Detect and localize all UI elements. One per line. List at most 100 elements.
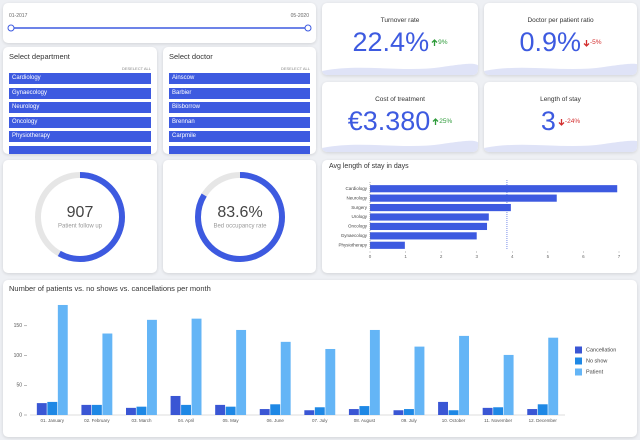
kpi-arrow bbox=[432, 117, 439, 125]
kpi-change: 9% bbox=[438, 39, 448, 46]
bar bbox=[136, 406, 147, 415]
x-tick-label: 06. June bbox=[267, 418, 285, 423]
slider-handle[interactable] bbox=[7, 24, 15, 32]
filter-item[interactable]: Neurology bbox=[9, 102, 151, 113]
bar bbox=[47, 401, 58, 415]
kpi-change: -24% bbox=[564, 118, 581, 125]
x-tick-label: 2 bbox=[440, 254, 443, 259]
deselect-all[interactable]: DESELECT ALL bbox=[121, 66, 151, 71]
bar bbox=[170, 395, 181, 415]
department-card: Select department DESELECT ALL Cardiology G… bbox=[3, 47, 157, 154]
filter-item[interactable]: Physiotherapy bbox=[9, 131, 151, 142]
filter-item[interactable]: Ainscow bbox=[169, 73, 310, 84]
bar bbox=[370, 194, 557, 202]
x-tick-label: 7 bbox=[618, 254, 621, 259]
x-tick-label: 3 bbox=[475, 254, 478, 259]
arrow bbox=[583, 39, 590, 47]
x-tick-label: 09. July bbox=[401, 418, 417, 423]
y-tick-label: Surgery bbox=[351, 205, 368, 210]
arrow bbox=[431, 38, 438, 46]
filter-item[interactable]: Barbier bbox=[169, 87, 310, 99]
bar bbox=[270, 404, 281, 415]
y-tick-label: Gynaecology bbox=[341, 233, 368, 238]
bar bbox=[370, 232, 477, 240]
legend-label[interactable]: No show bbox=[586, 358, 607, 364]
bar bbox=[325, 348, 336, 415]
filter-item[interactable]: Brennan bbox=[169, 116, 310, 128]
bar bbox=[493, 407, 504, 415]
bar bbox=[236, 329, 247, 415]
gauge-value: 83.6% bbox=[217, 204, 262, 221]
kpi-change: -5% bbox=[589, 39, 602, 46]
kpi-value: 3 bbox=[540, 106, 556, 136]
doctor-card: Select doctor DESELECT ALL Ainscow Barbier B… bbox=[163, 47, 316, 154]
bar bbox=[57, 304, 68, 415]
filter-item[interactable]: Cardiology bbox=[9, 73, 151, 84]
bar bbox=[147, 319, 157, 415]
y-tick-label: 150 bbox=[14, 323, 23, 329]
x-tick-label: 01. January bbox=[41, 418, 65, 423]
y-tick-label: Neurology bbox=[346, 195, 367, 200]
slider-handle[interactable] bbox=[304, 24, 312, 32]
bar bbox=[370, 185, 618, 193]
slider[interactable] bbox=[3, 3, 316, 43]
y-tick-label: 100 bbox=[14, 353, 23, 359]
bar bbox=[393, 410, 404, 415]
bar bbox=[215, 404, 226, 415]
filter-title: Select department bbox=[9, 52, 70, 61]
filter-item[interactable]: Carpmile bbox=[169, 131, 310, 142]
x-tick-label: 04. April bbox=[178, 418, 194, 423]
x-tick-label: 07. July bbox=[312, 418, 328, 423]
kpi-wave bbox=[484, 63, 637, 75]
x-tick-label: 05. May bbox=[223, 418, 240, 423]
kpi-card: Doctor per patient ratio 0.9% -5% bbox=[484, 3, 637, 75]
kpi-value: 0.9% bbox=[519, 27, 581, 57]
x-tick-label: 4 bbox=[511, 254, 514, 259]
kpi-row: 3 -24% bbox=[484, 106, 637, 137]
bar bbox=[369, 329, 380, 415]
bar bbox=[503, 354, 514, 415]
filter-item[interactable]: Oncology bbox=[9, 116, 151, 128]
chart: Number of patients vs. no shows vs. canc… bbox=[9, 284, 616, 423]
date-slider-card: 01-2017 05-2020 bbox=[3, 3, 316, 43]
kpi-title: Cost of treatment bbox=[375, 96, 425, 103]
kpi-arrow bbox=[558, 118, 565, 126]
bar bbox=[348, 409, 359, 415]
chart-card: Number of patients vs. no shows vs. canc… bbox=[3, 280, 637, 437]
filter-item[interactable]: Gynaecology bbox=[9, 87, 151, 99]
kpi-card: Cost of treatment €3.380 25% bbox=[322, 82, 478, 152]
legend-label[interactable]: Patient bbox=[586, 369, 604, 375]
bar bbox=[482, 407, 493, 415]
kpi-wave bbox=[484, 140, 637, 152]
y-tick-label: Oncology bbox=[348, 224, 368, 229]
kpi-row: 0.9% -5% bbox=[484, 27, 637, 58]
deselect-all[interactable]: DESELECT ALL bbox=[280, 66, 310, 71]
x-tick-label: 02. February bbox=[84, 418, 110, 423]
bar bbox=[91, 404, 102, 415]
kpi-card: Turnover rate 22.4% 9% bbox=[322, 3, 478, 75]
legend-swatch bbox=[575, 368, 582, 376]
bar bbox=[225, 406, 236, 415]
legend-label[interactable]: Cancellation bbox=[586, 347, 616, 353]
bar bbox=[126, 407, 136, 415]
gauge-arc bbox=[35, 172, 125, 262]
x-tick-label: 10. October bbox=[442, 418, 466, 423]
range-end: 05-2020 bbox=[290, 13, 309, 19]
chart-title: Avg length of stay in days bbox=[329, 163, 409, 170]
x-tick-label: 6 bbox=[582, 254, 585, 259]
filter-item-partial bbox=[169, 145, 310, 154]
arrow bbox=[432, 117, 439, 125]
kpi-row: 22.4% 9% bbox=[322, 27, 478, 58]
bar bbox=[370, 203, 511, 212]
x-tick-label: 0 bbox=[369, 254, 372, 259]
x-tick-label: 11. November bbox=[484, 418, 512, 423]
filter-item[interactable]: Bilsborrow bbox=[169, 102, 310, 113]
bar bbox=[314, 407, 325, 415]
bar bbox=[102, 333, 113, 415]
filter-title: Select doctor bbox=[169, 52, 213, 61]
bar bbox=[259, 409, 270, 415]
x-tick-label: 1 bbox=[404, 254, 407, 259]
kpi-wave bbox=[322, 63, 478, 75]
kpi-change: 25% bbox=[439, 118, 453, 125]
